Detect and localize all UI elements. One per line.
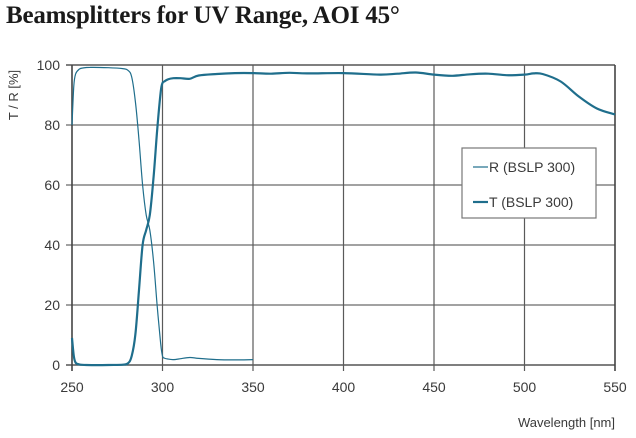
legend-label: T (BSLP 300): [489, 194, 573, 210]
x-axis-label: Wavelength [nm]: [518, 415, 615, 430]
y-tick-label: 80: [44, 117, 60, 133]
y-tick-label: 40: [44, 237, 60, 253]
series-t-line: [70, 71, 616, 367]
y-axis-label: T / R [%]: [6, 70, 21, 120]
x-tick-label: 450: [422, 379, 446, 395]
y-tick-label: 100: [37, 57, 61, 73]
legend-box: [461, 147, 597, 219]
chart-title: Beamsplitters for UV Range, AOI 45°: [6, 2, 400, 29]
y-tick-label: 60: [44, 177, 60, 193]
x-tick-label: 500: [513, 379, 537, 395]
x-tick-label: 300: [151, 379, 175, 395]
y-tick-label: 0: [52, 357, 60, 373]
x-tick-label: 400: [332, 379, 356, 395]
y-tick-label: 20: [44, 297, 60, 313]
x-tick-label: 350: [241, 379, 265, 395]
x-tick-label: 250: [60, 379, 84, 395]
x-tick-label: 550: [603, 379, 627, 395]
legend-label: R (BSLP 300): [489, 159, 575, 175]
